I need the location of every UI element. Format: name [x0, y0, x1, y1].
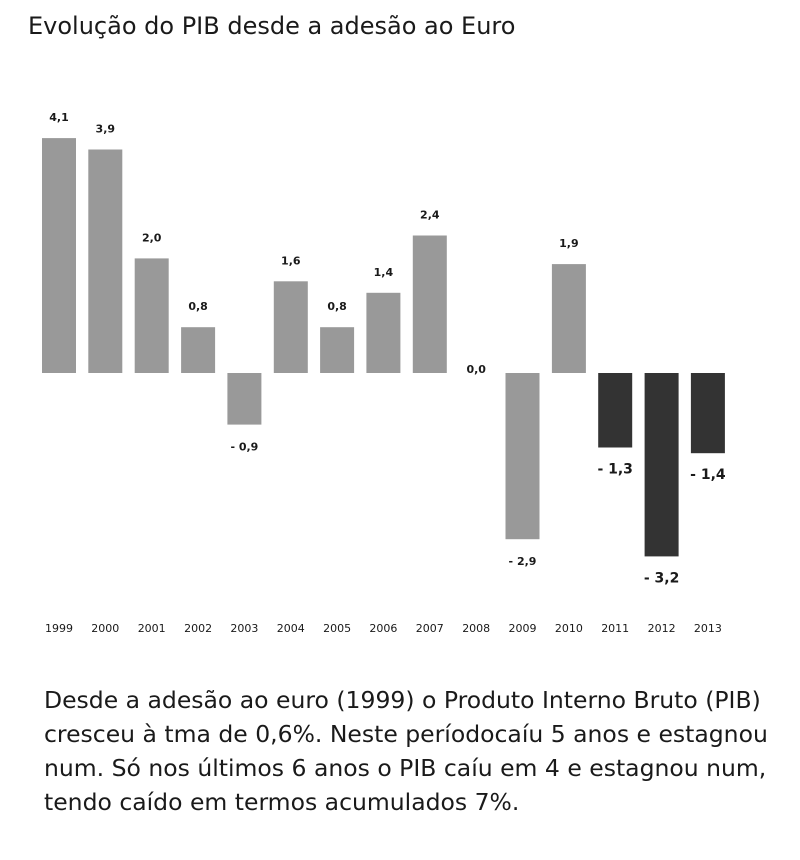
bar-1999: [42, 138, 76, 373]
tick-label-2011: 2011: [601, 622, 629, 635]
bar-2012: [644, 373, 679, 557]
bar-2010: [551, 264, 586, 373]
tick-label-2010: 2010: [555, 622, 583, 635]
value-label-2000: 3,9: [96, 123, 116, 136]
tick-label-2009: 2009: [509, 622, 537, 635]
value-label-2007: 2,4: [420, 209, 440, 222]
tick-label-2006: 2006: [369, 622, 397, 635]
tick-label-2003: 2003: [230, 622, 258, 635]
value-label-2009: - 2,9: [509, 555, 537, 568]
chart-title: Evolução do PIB desde a adesão ao Euro: [28, 12, 516, 40]
bar-2005: [320, 327, 355, 373]
caption-text: Desde a adesão ao euro (1999) o Produto …: [44, 686, 768, 816]
value-label-2003: - 0,9: [230, 441, 258, 454]
bar-2011: [598, 373, 633, 448]
bar-2002: [181, 327, 216, 373]
tick-label-2004: 2004: [277, 622, 305, 635]
tick-label-2012: 2012: [648, 622, 676, 635]
bar-2000: [88, 149, 123, 373]
tick-label-1999: 1999: [45, 622, 73, 635]
tick-label-2005: 2005: [323, 622, 351, 635]
value-label-2010: 1,9: [559, 237, 579, 250]
tick-label-2013: 2013: [694, 622, 722, 635]
value-label-1999: 4,1: [49, 111, 69, 124]
bar-2003: [227, 373, 262, 425]
value-label-2013: - 1,4: [690, 467, 726, 483]
bar-2007: [412, 235, 447, 373]
bar-2004: [273, 281, 308, 373]
bar-2001: [134, 258, 169, 373]
value-label-2006: 1,4: [374, 266, 394, 279]
value-label-2012: - 3,2: [644, 570, 680, 586]
tick-label-2007: 2007: [416, 622, 444, 635]
value-label-2005: 0,8: [327, 300, 347, 313]
value-label-2008: 0,0: [466, 363, 486, 376]
bar-2006: [366, 292, 401, 373]
value-label-2004: 1,6: [281, 254, 301, 267]
tick-label-2000: 2000: [91, 622, 119, 635]
value-label-2011: - 1,3: [597, 462, 633, 478]
bar-2013: [690, 373, 725, 454]
tick-label-2001: 2001: [138, 622, 166, 635]
bar-chart: 4,1 1999 3,9 2000 2,0 2001 0,8 2002 - 0,9 2003 1,6…: [42, 111, 726, 635]
value-label-2002: 0,8: [188, 300, 208, 313]
value-label-2001: 2,0: [142, 231, 162, 244]
tick-label-2002: 2002: [184, 622, 212, 635]
chart-caption: Desde a adesão ao euro (1999) o Produto …: [44, 683, 784, 819]
tick-label-2008: 2008: [462, 622, 490, 635]
bar-2009: [505, 373, 540, 540]
